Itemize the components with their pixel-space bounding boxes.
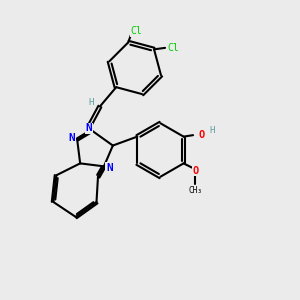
Text: H: H — [209, 126, 214, 135]
Text: N: N — [85, 123, 92, 133]
Text: O: O — [192, 166, 199, 176]
Text: Cl: Cl — [167, 43, 179, 53]
Text: H: H — [89, 98, 94, 107]
Text: CH₃: CH₃ — [188, 186, 203, 195]
Text: N: N — [68, 133, 75, 143]
Text: Cl: Cl — [130, 26, 142, 36]
Text: O: O — [199, 130, 205, 140]
Text: N: N — [106, 163, 113, 173]
